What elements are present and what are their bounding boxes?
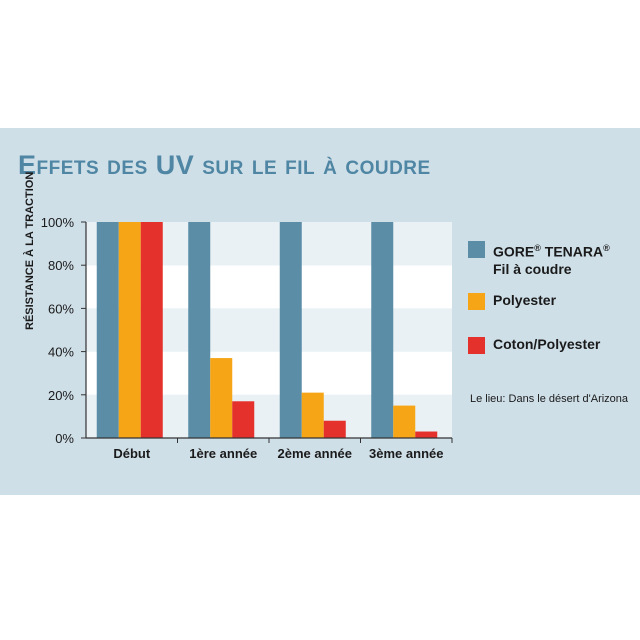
bar-coton-0: [140, 222, 163, 438]
legend-label-gore: GORE: [493, 243, 535, 260]
bar-coton-3: [415, 431, 438, 438]
registered-mark: ®: [534, 243, 541, 253]
chart-title: Effets des UV sur le fil à coudre: [18, 150, 431, 180]
bar-coton-1: [232, 401, 255, 438]
legend-swatch-polyester: [468, 293, 485, 310]
x-tick-label: Début: [113, 446, 151, 461]
bar-gore-1: [188, 222, 211, 438]
legend-item-gore: GORE® TENARA® Fil à coudre: [468, 240, 610, 278]
bar-gore-0: [96, 222, 119, 438]
legend-label-coton: Coton/Polyester: [493, 336, 601, 352]
y-tick-label: 80%: [48, 258, 74, 273]
bar-polyester-2: [301, 392, 324, 438]
legend-swatch-gore: [468, 241, 485, 258]
bar-polyester-3: [393, 405, 416, 438]
legend-label-gore-sub: Fil à coudre: [493, 260, 572, 277]
y-tick-label: 40%: [48, 345, 74, 360]
registered-mark: ®: [603, 243, 610, 253]
legend-label-tenara: TENARA: [540, 243, 604, 260]
y-tick-label: 60%: [48, 301, 74, 316]
legend-swatch-coton: [468, 337, 485, 354]
bar-polyester-0: [118, 222, 141, 438]
x-tick-label: 1ère année: [189, 446, 257, 461]
y-tick-label: 20%: [48, 388, 74, 403]
y-tick-label: 100%: [41, 215, 75, 230]
x-tick-label: 3ème année: [369, 446, 443, 461]
bar-coton-2: [323, 420, 346, 438]
location-note: Le lieu: Dans le désert d'Arizona: [470, 393, 629, 405]
bar-polyester-1: [210, 358, 233, 438]
y-tick-label: 0%: [55, 431, 74, 446]
bar-gore-2: [279, 222, 302, 438]
legend-item-coton: Coton/Polyester: [468, 336, 600, 354]
x-tick-label: 2ème année: [278, 446, 352, 461]
bar-gore-3: [371, 222, 394, 438]
legend-label-polyester: Polyester: [493, 292, 557, 308]
legend-item-polyester: Polyester: [468, 292, 556, 310]
